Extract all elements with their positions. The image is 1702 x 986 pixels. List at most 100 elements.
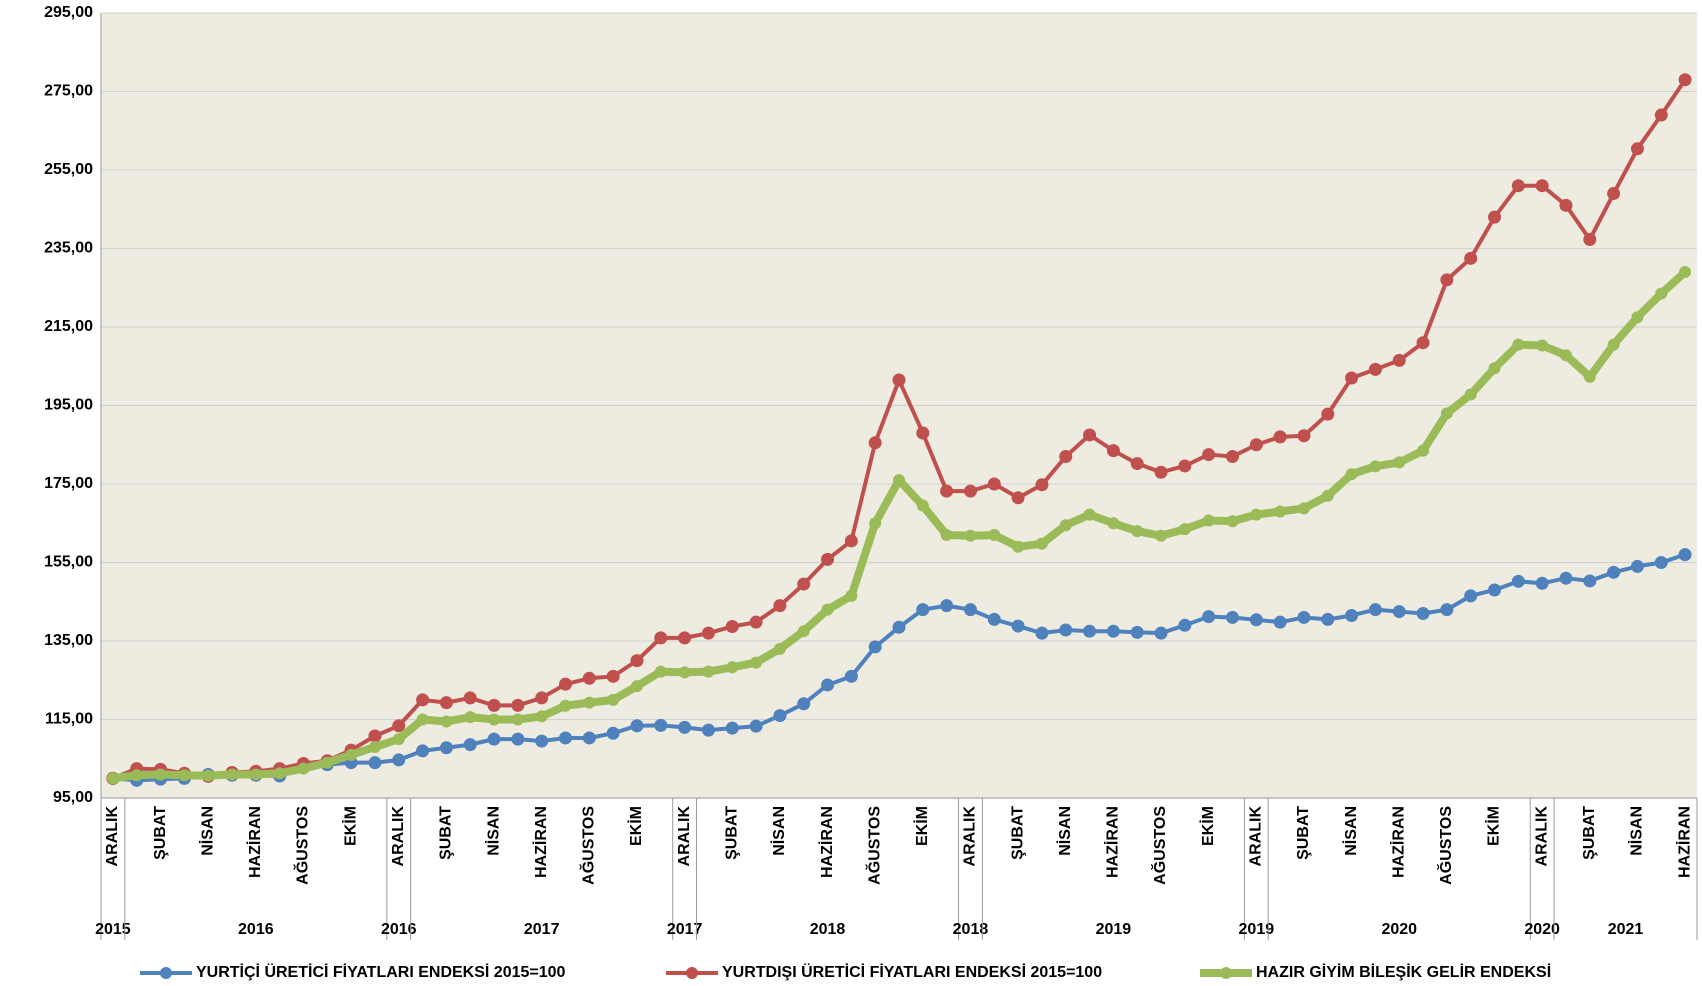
data-point xyxy=(226,768,239,781)
data-point xyxy=(1559,349,1572,362)
data-point xyxy=(392,719,406,733)
x-tick-label: HAZİRAN xyxy=(532,806,550,878)
data-point xyxy=(987,477,1001,491)
x-tick-label: NİSAN xyxy=(198,806,216,856)
data-point xyxy=(1225,450,1239,464)
data-point xyxy=(893,474,905,487)
data-point xyxy=(535,734,549,748)
data-point xyxy=(1488,210,1502,224)
data-point xyxy=(678,631,692,645)
year-label: 2016 xyxy=(238,921,274,938)
data-point xyxy=(1678,548,1692,562)
year-label: 2020 xyxy=(1524,921,1560,938)
data-point xyxy=(1107,517,1120,530)
x-tick-label: ARALIK xyxy=(676,806,693,867)
x-tick-label: ŞUBAT xyxy=(723,806,740,860)
data-point xyxy=(821,678,835,692)
data-point xyxy=(654,631,668,645)
y-tick-label: 175,00 xyxy=(44,475,93,492)
year-label: 2019 xyxy=(1096,921,1132,938)
year-label: 2017 xyxy=(524,921,560,938)
data-point xyxy=(1464,388,1477,401)
data-point xyxy=(750,656,763,669)
data-point xyxy=(678,666,691,679)
data-point xyxy=(1464,251,1478,265)
data-point xyxy=(368,729,382,743)
data-point xyxy=(654,718,668,732)
data-point xyxy=(1440,273,1454,287)
data-point xyxy=(463,738,477,752)
data-point xyxy=(678,720,692,734)
x-tick-label: HAZİRAN xyxy=(246,806,264,878)
data-point xyxy=(559,677,573,691)
x-tick-label: ŞUBAT xyxy=(438,806,455,860)
data-point xyxy=(1226,515,1239,528)
y-tick-label: 295,00 xyxy=(44,4,93,21)
year-label: 2015 xyxy=(95,921,131,938)
data-point xyxy=(392,733,405,746)
data-point xyxy=(749,719,763,733)
data-point xyxy=(773,709,787,723)
data-point xyxy=(1654,108,1668,122)
data-point xyxy=(1155,529,1168,542)
data-point xyxy=(821,552,835,566)
x-tick-label: AĞUSTOS xyxy=(579,806,598,885)
data-point xyxy=(416,693,430,707)
data-point xyxy=(1678,73,1692,87)
data-point xyxy=(606,726,620,740)
x-tick-label: AĞUSTOS xyxy=(293,806,312,885)
data-point xyxy=(1655,287,1668,300)
data-point xyxy=(1607,338,1620,351)
data-point xyxy=(1559,198,1573,212)
x-tick-label: EKİM xyxy=(341,806,359,846)
data-point xyxy=(1106,624,1120,638)
data-point xyxy=(844,669,858,683)
data-point xyxy=(797,697,811,711)
y-tick-label: 255,00 xyxy=(44,161,93,178)
data-point xyxy=(1393,456,1406,469)
data-point xyxy=(154,768,167,781)
data-point xyxy=(439,741,453,755)
data-point xyxy=(1321,407,1335,421)
data-point xyxy=(1416,607,1430,621)
data-point xyxy=(1630,559,1644,573)
data-point xyxy=(1654,556,1668,569)
legend-marker xyxy=(686,967,698,979)
data-point xyxy=(868,640,882,654)
data-point xyxy=(1202,514,1215,527)
data-point xyxy=(1679,266,1692,279)
data-point xyxy=(1249,613,1263,627)
year-label: 2021 xyxy=(1608,921,1644,938)
year-label: 2019 xyxy=(1239,921,1275,938)
data-point xyxy=(1368,362,1382,376)
data-point xyxy=(1583,370,1596,383)
y-tick-label: 135,00 xyxy=(44,632,93,649)
data-point xyxy=(1345,608,1359,622)
data-point xyxy=(1321,612,1335,626)
data-point xyxy=(1535,576,1549,590)
x-tick-label: EKİM xyxy=(913,806,931,846)
data-point xyxy=(368,740,381,753)
data-point xyxy=(773,599,787,613)
year-label: 2016 xyxy=(381,921,417,938)
data-point xyxy=(964,529,977,542)
data-point xyxy=(178,769,191,782)
data-point xyxy=(654,665,667,678)
data-point xyxy=(1392,353,1406,367)
data-point xyxy=(1225,610,1239,624)
x-tick-label: ARALIK xyxy=(390,806,407,867)
y-tick-label: 95,00 xyxy=(53,789,93,806)
y-tick-label: 275,00 xyxy=(44,83,93,100)
data-point xyxy=(488,713,501,726)
data-point xyxy=(487,732,501,746)
data-point xyxy=(725,619,739,633)
x-tick-label: HAZİRAN xyxy=(1675,806,1693,878)
x-tick-label: NİSAN xyxy=(484,806,502,856)
x-tick-label: EKİM xyxy=(1199,806,1217,846)
data-point xyxy=(273,767,286,780)
data-point xyxy=(797,625,810,638)
data-point xyxy=(511,698,525,712)
data-point xyxy=(1059,450,1073,464)
x-tick-label: HAZİRAN xyxy=(1389,806,1407,878)
